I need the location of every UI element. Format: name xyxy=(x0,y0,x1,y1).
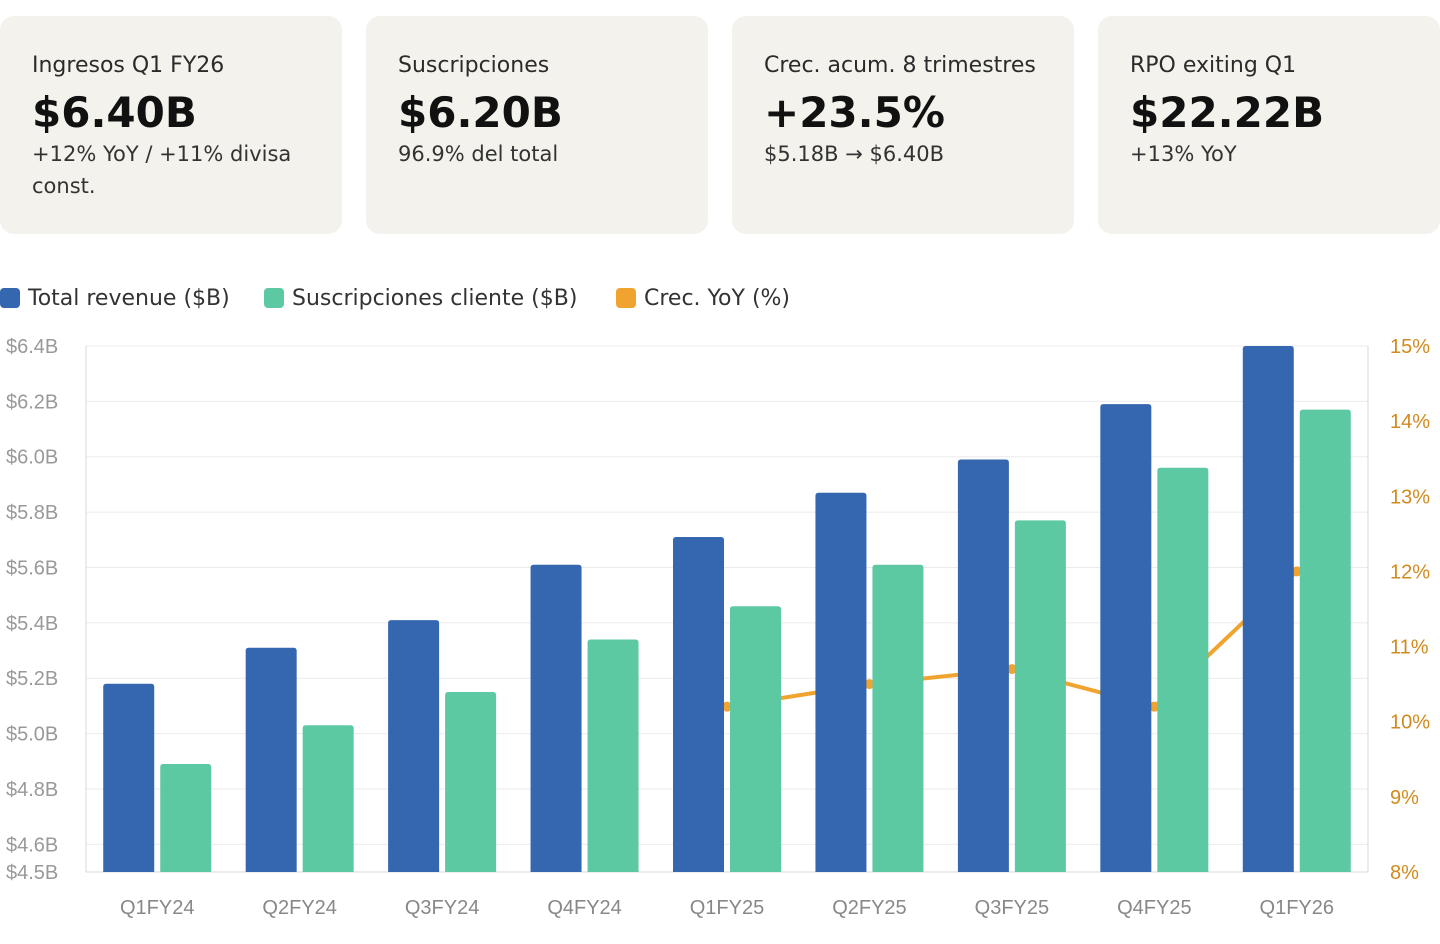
x-tick-label: Q2FY24 xyxy=(262,897,336,919)
bar-subscriptions xyxy=(1157,467,1209,872)
bar-revenue xyxy=(388,620,440,872)
bar-revenue xyxy=(245,647,297,872)
y-left-tick-label: $4.5B xyxy=(6,862,58,884)
legend-label: Total revenue ($B) xyxy=(28,285,230,311)
x-tick-label: Q3FY25 xyxy=(975,897,1049,919)
kpi-card-value: $6.20B xyxy=(398,88,563,137)
x-tick-label: Q1FY25 xyxy=(690,897,764,919)
y-left-tick-label: $4.8B xyxy=(6,779,58,801)
kpi-card-sub: $5.18B → $6.40B xyxy=(764,142,944,166)
y-right-tick-label: 12% xyxy=(1390,561,1430,583)
legend-item-revenue[interactable]: Total revenue ($B) xyxy=(0,282,230,314)
growth-point xyxy=(1149,701,1160,712)
y-right-tick-label: 9% xyxy=(1390,787,1419,809)
y-left-tick-label: $6.4B xyxy=(6,336,58,358)
bar-revenue xyxy=(103,683,155,872)
bar-subscriptions xyxy=(302,725,354,872)
kpi-card-label: RPO exiting Q1 xyxy=(1130,53,1297,78)
kpi-cards: Ingresos Q1 FY26 $6.40B +12% YoY / +11% … xyxy=(0,16,1440,234)
bar-subscriptions xyxy=(730,606,781,872)
growth-line xyxy=(725,569,1299,709)
legend-swatch-subscriptions xyxy=(264,288,284,308)
legend-item-growth[interactable]: Crec. YoY (%) xyxy=(616,282,790,314)
y-right-tick-label: 13% xyxy=(1390,486,1430,508)
bar-revenue xyxy=(957,459,1009,872)
y-right-tick-label: 8% xyxy=(1390,862,1419,884)
chart-legend: Total revenue ($B) Suscripciones cliente… xyxy=(0,282,1440,314)
y-left-tick-label: $5.6B xyxy=(6,557,58,579)
legend-label: Crec. YoY (%) xyxy=(644,285,791,311)
y-left-tick-label: $5.2B xyxy=(6,668,58,690)
bar-revenue xyxy=(1242,346,1294,872)
growth-point xyxy=(1291,566,1302,577)
x-tick-label: Q1FY24 xyxy=(120,897,194,919)
bar-revenue xyxy=(1100,404,1152,872)
y-right-tick-label: 15% xyxy=(1390,336,1430,358)
bar-revenue xyxy=(530,564,582,872)
kpi-card-value: $6.40B xyxy=(32,88,197,137)
y-right-tick-label: 11% xyxy=(1390,637,1429,659)
legend-swatch-growth xyxy=(616,288,636,308)
x-tick-label: Q3FY24 xyxy=(405,897,479,919)
bar-subscriptions xyxy=(1014,520,1066,872)
bar-subscriptions xyxy=(445,692,497,872)
y-right-tick-label: 10% xyxy=(1390,712,1430,734)
kpi-card-label: Ingresos Q1 FY26 xyxy=(32,53,225,78)
bar-subscriptions xyxy=(587,639,639,872)
x-tick-label: Q1FY26 xyxy=(1260,897,1334,919)
kpi-card-rpo: RPO exiting Q1 $22.22B +13% YoY xyxy=(1098,16,1440,234)
kpi-card-sub: 96.9% del total xyxy=(398,142,559,166)
kpi-card-label: Suscripciones xyxy=(398,53,550,78)
bar-subscriptions xyxy=(160,764,212,872)
growth-point xyxy=(722,701,732,712)
growth-point xyxy=(864,679,875,690)
kpi-card-subscriptions: Suscripciones $6.20B 96.9% del total xyxy=(366,16,708,234)
revenue-chart: $4.5B $4.6B $4.8B $5.0B $5.2B $5.4B $5.6B $5.8B… xyxy=(6,336,1430,919)
kpi-card-sub: +12% YoY / +11% divisa const. xyxy=(32,142,292,198)
legend-label: Suscripciones cliente ($B) xyxy=(292,285,578,311)
kpi-card-revenue: Ingresos Q1 FY26 $6.40B +12% YoY / +11% … xyxy=(0,16,342,234)
y-right-tick-label: 14% xyxy=(1390,411,1430,433)
bar-subscriptions xyxy=(1299,409,1351,872)
x-tick-label: Q2FY25 xyxy=(832,897,906,919)
bar-revenue xyxy=(673,537,724,872)
kpi-card-cumulative-growth: Crec. acum. 8 trimestres +23.5% $5.18B →… xyxy=(732,16,1074,234)
growth-point xyxy=(1006,664,1017,675)
kpi-card-sub: +13% YoY xyxy=(1130,142,1237,166)
x-tick-label: Q4FY24 xyxy=(547,897,621,919)
x-tick-label: Q4FY25 xyxy=(1117,897,1191,919)
kpi-card-label: Crec. acum. 8 trimestres xyxy=(764,53,1036,78)
y-left-tick-label: $5.8B xyxy=(6,502,58,524)
y-left-tick-label: $5.4B xyxy=(6,613,58,635)
y-left-tick-label: $6.2B xyxy=(6,391,58,413)
legend-item-subscriptions[interactable]: Suscripciones cliente ($B) xyxy=(264,282,577,314)
kpi-card-value: $22.22B xyxy=(1130,88,1325,137)
y-left-tick-label: $4.6B xyxy=(6,834,58,856)
bar-revenue xyxy=(815,492,867,872)
y-left-tick-label: $5.0B xyxy=(6,724,58,746)
legend-swatch-revenue xyxy=(0,288,20,308)
bar-subscriptions xyxy=(872,564,924,872)
y-left-tick-label: $6.0B xyxy=(6,447,58,469)
kpi-card-value: +23.5% xyxy=(764,88,945,137)
